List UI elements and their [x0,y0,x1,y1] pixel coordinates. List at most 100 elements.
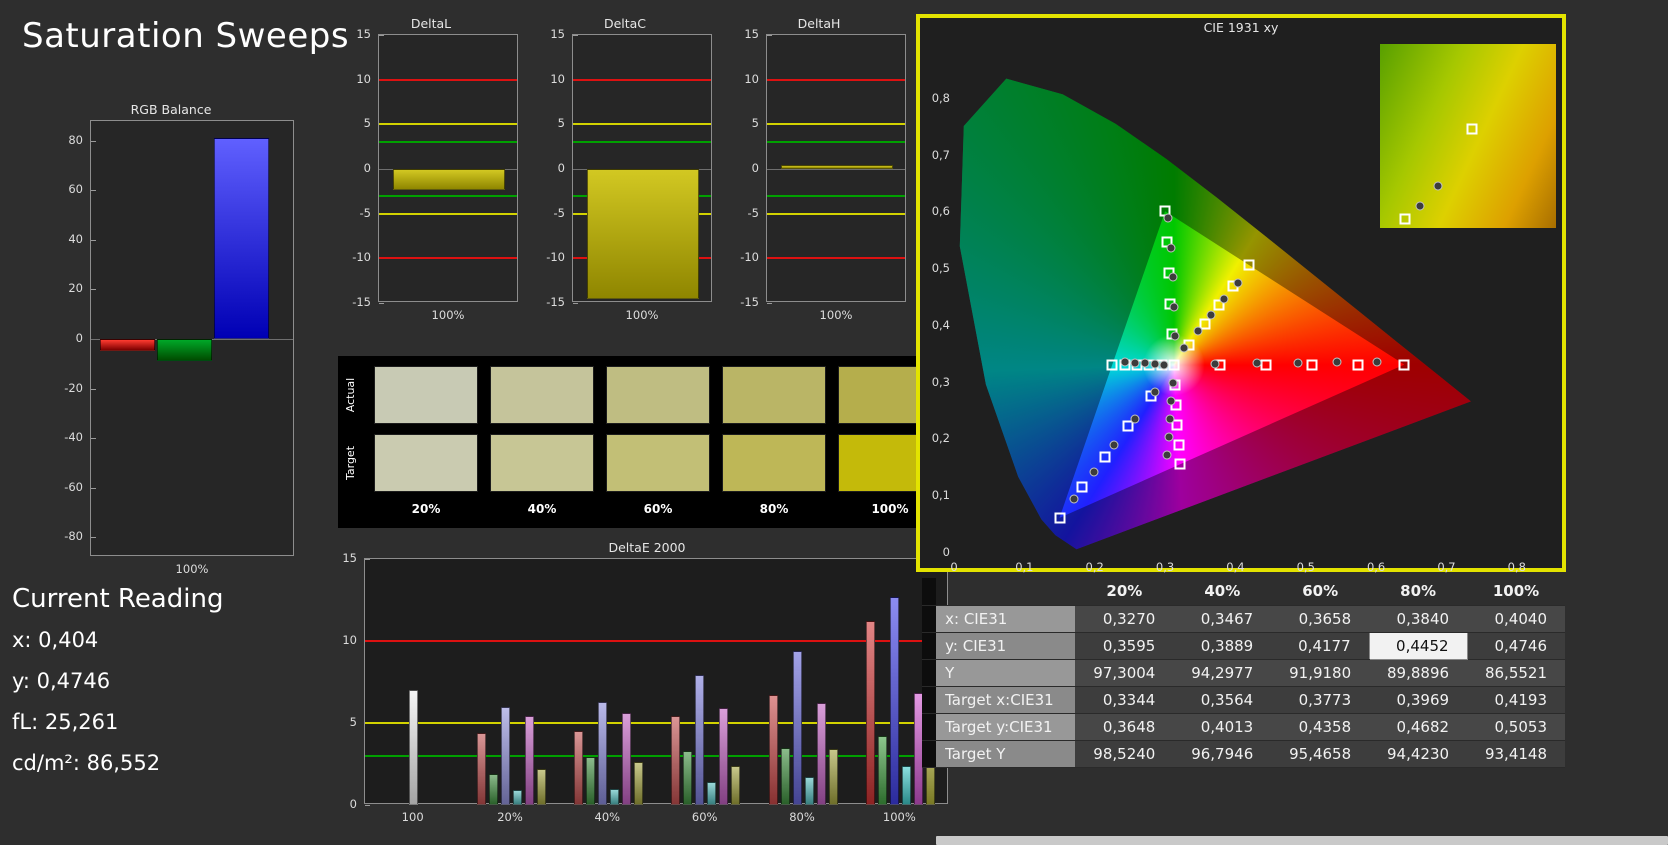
table-cell[interactable]: 0,4746 [1467,632,1565,660]
table-cell[interactable]: 0,4193 [1467,686,1565,714]
y-tick-label: -15 [740,295,759,309]
chart-title: DeltaL [410,16,452,31]
measured-point-red [1332,357,1342,367]
x-axis-label: 100% [625,308,659,322]
table-row: y: CIE31 0,3595 0,3889 0,4177 0,4452 0,4746 [922,631,1565,660]
cie-x-tick-label: 0,1 [1015,560,1034,574]
table-cell[interactable]: 0,4013 [1173,713,1272,741]
cie-x-tick-label: 0 [950,560,958,574]
rgb-bar-blue [214,138,270,339]
y-tick-label: 15 [550,27,565,41]
table-cell[interactable]: 0,3889 [1173,632,1272,660]
table-cell[interactable]: 0,3969 [1369,686,1468,714]
measured-point-red [1293,358,1303,368]
x-group-label: 100 [401,810,424,824]
deltah-bar [781,165,893,169]
table-cell[interactable]: 97,3004 [1075,659,1174,687]
table-cell[interactable]: 0,3773 [1271,686,1370,714]
x-axis-label: 100% [431,308,465,322]
cie-y-tick-label: 0,6 [931,204,950,219]
table-cell[interactable]: 0,3648 [1075,713,1174,741]
table-cell[interactable]: 93,4148 [1467,740,1565,768]
swatch-row-label-target: Target [344,445,357,481]
table-cell[interactable]: 0,4177 [1271,632,1370,660]
cie-1931-diagram[interactable]: CIE 1931 xy 0 0 0,1 0,1 0,2 0,2 0,3 0,3 0,4 0,4 0,5… [916,14,1566,574]
measured-point-yellow [1179,343,1189,353]
y-tick-label: -10 [546,250,565,265]
y-tick-label: 10 [744,71,759,86]
table-corner [922,578,937,606]
table-cell[interactable]: 0,4040 [1467,605,1565,633]
delta-charts-row: DeltaL 15 10 5 0 -5 -10 -15 100% DeltaC 15 10 5 0 -5 -… [338,14,912,334]
y-tick-label: -40 [64,430,83,445]
table-cell[interactable]: 0,3467 [1173,605,1272,633]
x-group-label: 20% [497,810,523,824]
swatch-target-60% [606,434,710,492]
inset-measured-point [1415,201,1425,211]
table-row-label: y: CIE31 [936,632,1076,660]
rgb-bar-green [157,339,213,362]
table-cell[interactable]: 0,3840 [1369,605,1468,633]
table-cell[interactable]: 0,3564 [1173,686,1272,714]
measured-point-blue [1130,414,1140,424]
deltae-bar [731,765,741,805]
table-cell[interactable]: 0,3270 [1075,605,1174,633]
target-square-yellow [1213,299,1225,311]
measured-point-green [1166,243,1176,253]
cie-plot-area [954,58,1552,552]
reference-line [365,640,947,642]
target-square-blue [1099,451,1111,463]
table-row-label: x: CIE31 [936,605,1076,633]
reference-line [365,722,947,724]
table-cell[interactable]: 0,3344 [1075,686,1174,714]
table-cell[interactable]: 98,5240 [1075,740,1174,768]
table-cell[interactable]: 0,5053 [1467,713,1565,741]
measured-point-cyan [1150,359,1159,369]
table-row-label: Target y:CIE31 [936,713,1076,741]
table-cell[interactable]: 0,3658 [1271,605,1370,633]
y-tick-label: 5 [349,715,357,729]
table-cell[interactable]: 94,2977 [1173,659,1272,687]
table-row: Target Y 98,5240 96,7946 95,4658 94,4230 93,4… [922,740,1565,768]
rgb-bar-red [100,339,156,352]
target-square-blue [1054,512,1066,524]
measured-point-yellow [1193,326,1203,336]
table-cell[interactable]: 96,7946 [1173,740,1272,768]
y-tick-mark [91,487,96,489]
reading-fl: fL: 25,261 [12,710,119,734]
table-cell[interactable]: 0,4682 [1369,713,1468,741]
swatch-col-label: 40% [527,502,557,516]
swatch-actual-40% [490,366,594,424]
table-cell[interactable]: 0,3595 [1075,632,1174,660]
selected-cell[interactable]: 0,4452 [1368,631,1468,660]
table-cell[interactable]: 89,8896 [1369,659,1468,687]
measured-point-magenta [1166,396,1176,406]
swatch-col-label: 60% [643,502,673,516]
y-tick-label: -5 [553,205,565,220]
cie-x-tick-label: 0,2 [1085,560,1104,574]
deltal-chart: DeltaL 15 10 5 0 -5 -10 -15 100% [338,14,524,334]
table-cell[interactable]: 91,9180 [1271,659,1370,687]
x-group-label: 40% [594,810,621,824]
swatch-actual-60% [606,366,710,424]
table-cell[interactable]: 95,4658 [1271,740,1370,768]
page-title: Saturation Sweeps [22,16,350,56]
horizontal-scrollbar[interactable] [936,836,1668,845]
measured-point-blue [1150,387,1160,397]
measured-point-green [1163,213,1173,223]
table-cell[interactable]: 86,5521 [1467,659,1565,687]
measured-point-cyan [1120,357,1130,367]
deltae-bar [488,773,498,805]
deltae-bar [780,747,790,805]
reference-line [365,754,947,757]
table-row-gutter [922,686,937,714]
y-tick-label: 5 [363,116,371,131]
table-cell[interactable]: 0,4358 [1271,713,1370,741]
swatch-actual-20% [374,366,478,424]
table-cell[interactable]: 94,4230 [1369,740,1468,768]
y-tick-label: -10 [740,250,759,265]
reference-line [379,212,517,215]
table-row-gutter [922,740,937,768]
deltae-bar [633,762,643,805]
